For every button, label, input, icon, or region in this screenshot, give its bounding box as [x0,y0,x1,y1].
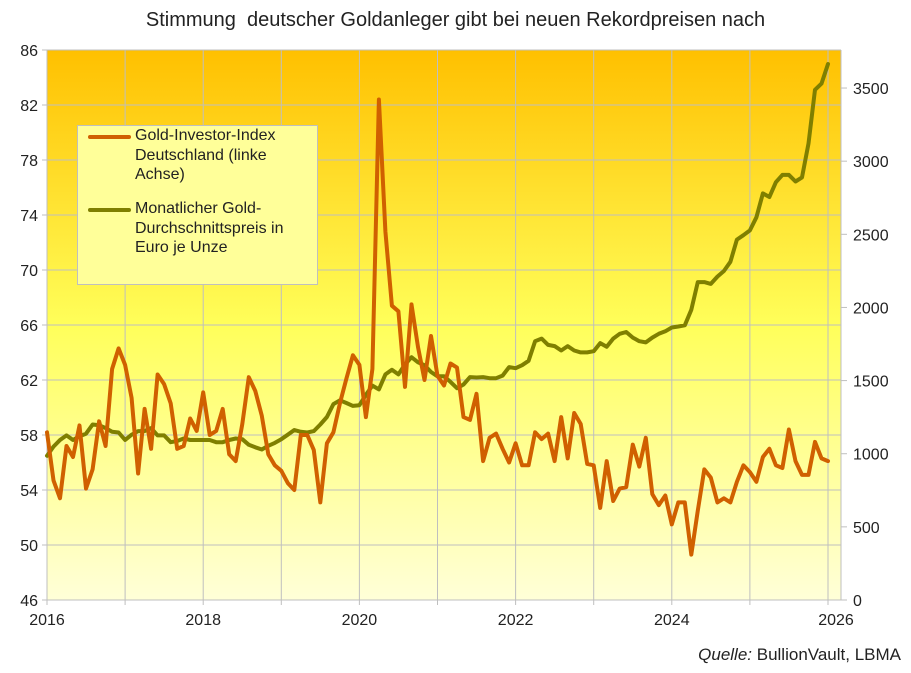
legend-swatch-investor-index [88,135,131,139]
legend: Gold-Investor-Index Deutschland (linke A… [77,125,318,285]
left-axis-tick-label: 78 [20,153,38,170]
left-axis-tick-label: 74 [20,208,38,225]
right-axis-tick-label: 2500 [853,227,889,244]
right-axis-tick-label: 500 [853,520,880,537]
left-axis-tick-label: 86 [20,43,38,60]
source-label: Quelle: [698,645,753,664]
source-text: BullionVault, LBMA [752,645,901,664]
left-axis-tick-label: 46 [20,593,38,610]
legend-swatch-gold-price [88,208,131,212]
x-axis-tick-label: 2024 [654,612,690,629]
right-axis-tick-label: 1500 [853,374,889,391]
legend-label: Gold-Investor-Index Deutschland (linke A… [135,127,276,183]
series-lines [45,62,830,557]
x-axis-tick-label: 2026 [818,612,854,629]
left-axis-tick-label: 82 [20,98,38,115]
x-axis-tick-label: 2022 [498,612,534,629]
left-axis-tick-label: 54 [20,483,38,500]
chart-title: Stimmung deutscher Goldanleger gibt bei … [145,9,766,31]
legend-label: Monatlicher Gold-Durchschnittspreis in E… [135,200,284,256]
x-axis-tick-label: 2020 [342,612,378,629]
series-line-investor-index [45,97,830,557]
source-note: Quelle: BullionVault, LBMA [698,645,901,665]
right-axis-tick-label: 2000 [853,300,889,317]
axes: 46 50 54 58 62 66 70 74 78 82 86 2016 2018 2020 2022 20… [20,43,888,629]
x-axis-tick-label: 2018 [185,612,221,629]
x-axis-tick-label: 2016 [29,612,65,629]
right-axis-tick-label: 1000 [853,447,889,464]
left-axis-tick-label: 70 [20,263,38,280]
left-axis-tick-label: 66 [20,318,38,335]
left-axis-tick-label: 58 [20,428,38,445]
left-axis-tick-label: 50 [20,538,38,555]
right-axis-tick-label: 0 [853,593,862,610]
right-axis-tick-label: 3500 [853,81,889,98]
right-axis-tick-label: 3000 [853,154,889,171]
left-axis-tick-label: 62 [20,373,38,390]
